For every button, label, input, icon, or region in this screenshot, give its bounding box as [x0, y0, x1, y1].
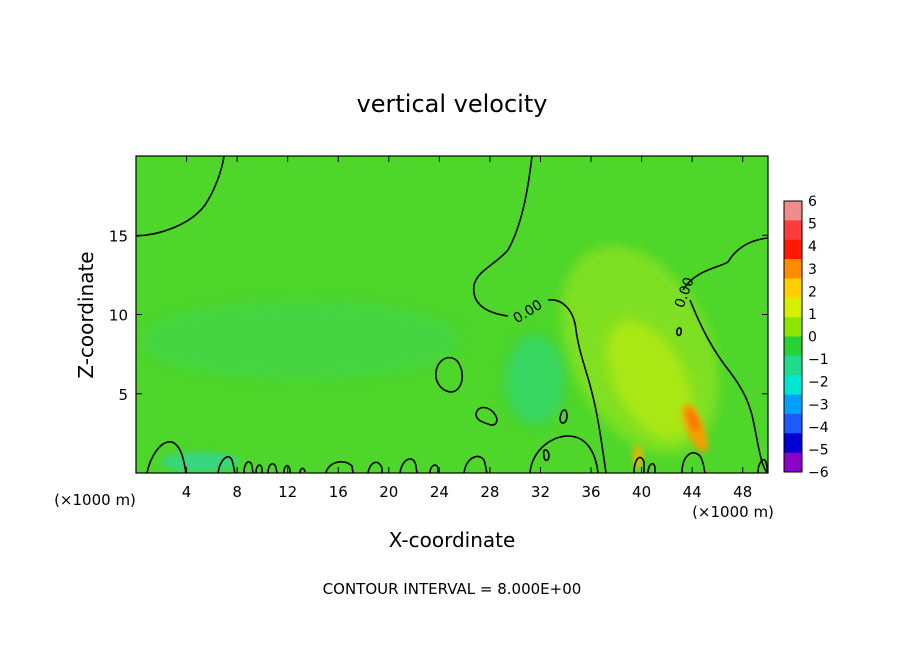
- colorbar-swatch: [784, 452, 802, 473]
- x-tick-label: 8: [232, 483, 242, 501]
- x-unit-label: (×1000 m): [54, 491, 136, 509]
- x-tick-label: 24: [430, 483, 449, 501]
- colorbar-label: −6: [808, 465, 829, 481]
- contour-line: [463, 455, 488, 473]
- colorbar-swatch: [784, 375, 802, 396]
- colorbar-swatch: [784, 336, 802, 357]
- colorbar-label: −2: [808, 375, 829, 391]
- colorbar-swatch: [784, 259, 802, 279]
- y-axis-label: Z-coordinate: [74, 251, 98, 378]
- downdraft-region-2: [140, 300, 460, 380]
- x-tick-label: 48: [733, 483, 752, 501]
- contour-line: [647, 462, 656, 473]
- contour-line: [399, 458, 418, 473]
- chart-title: vertical velocity: [357, 90, 548, 118]
- contour-line: [542, 449, 550, 462]
- contour-line: [547, 299, 607, 473]
- x-tick-label: 4: [182, 483, 192, 501]
- colorbar-label: 4: [808, 239, 817, 255]
- contour-line: [529, 435, 599, 473]
- contour-line: [633, 456, 645, 473]
- contour-line: [367, 461, 383, 473]
- colorbar-swatch: [784, 278, 802, 299]
- contour-line: [559, 409, 568, 424]
- colorbar: 6 5 4 3 2 1 0 −1 −2 −3 −4 −5 −6: [783, 194, 829, 481]
- x-tick-label: 28: [480, 483, 499, 501]
- contour-line: [435, 356, 464, 393]
- x-tick-label: 12: [278, 483, 297, 501]
- colorbar-swatch: [784, 394, 802, 415]
- plot-area: 0.00 0.00: [136, 156, 768, 473]
- downdraft-region: [505, 335, 565, 425]
- surface-downdraft: [160, 452, 240, 472]
- contour-line: [689, 299, 768, 473]
- colorbar-swatch: [784, 413, 802, 434]
- colorbar-label: −1: [808, 352, 829, 368]
- colorbar-swatch: [784, 201, 802, 221]
- colorbar-label: −3: [808, 397, 829, 413]
- contour-line: [146, 441, 187, 473]
- x-tick-label: 32: [531, 483, 550, 501]
- x-axis: 4 8 12 16 20 24 28 32 36 40 44 48: [182, 156, 752, 501]
- contour-line: [283, 464, 291, 473]
- y-tick-label: 5: [118, 386, 128, 404]
- contour-line: [325, 461, 354, 473]
- x-tick-label: 36: [581, 483, 600, 501]
- contour-line: [682, 237, 768, 291]
- x-tick-label: 16: [329, 483, 348, 501]
- colorbar-swatch: [784, 433, 802, 454]
- x-tick-label: 44: [683, 483, 702, 501]
- contour-line: [475, 406, 498, 426]
- contour-line: [243, 460, 254, 473]
- colorbar-swatch: [784, 239, 802, 260]
- colorbar-swatch: [784, 297, 802, 318]
- y-tick-label: 15: [109, 227, 128, 245]
- colorbar-label: 1: [808, 307, 817, 323]
- colorbar-label: 2: [808, 284, 817, 300]
- x-unit-label-right: (×1000 m): [692, 503, 774, 521]
- contour-line: [267, 462, 278, 473]
- colorbar-label: 6: [808, 194, 817, 210]
- contour-line: [255, 464, 263, 473]
- colorbar-label: 5: [808, 217, 817, 233]
- colorbar-swatch: [784, 220, 802, 241]
- colorbar-frame: [783, 200, 803, 473]
- contour-interval-annotation: CONTOUR INTERVAL = 8.000E+00: [323, 580, 582, 598]
- contour-line: [681, 452, 706, 473]
- contour-line: [676, 327, 682, 337]
- contour-line: [217, 456, 236, 473]
- y-tick-label: 10: [109, 307, 128, 325]
- contour-line: [429, 464, 439, 473]
- contour-line: [136, 156, 225, 237]
- strong-updraft-center: [687, 408, 699, 432]
- zero-contours: [136, 156, 768, 473]
- colorbar-swatch: [784, 317, 802, 337]
- x-tick-label: 20: [379, 483, 398, 501]
- x-tick-label: 40: [632, 483, 651, 501]
- contour-line: [757, 458, 768, 473]
- colorbar-label: 3: [808, 262, 817, 278]
- colorbar-label: 0: [808, 330, 817, 346]
- contour-line: [299, 467, 306, 473]
- x-axis-label: X-coordinate: [389, 528, 516, 552]
- colorbar-swatch: [784, 355, 802, 376]
- updraft-core: [606, 320, 694, 440]
- colorbar-label: −4: [808, 420, 829, 436]
- contour-line: [472, 156, 533, 317]
- y-axis: 5 10 15: [109, 227, 768, 404]
- colorbar-label: −5: [808, 442, 829, 458]
